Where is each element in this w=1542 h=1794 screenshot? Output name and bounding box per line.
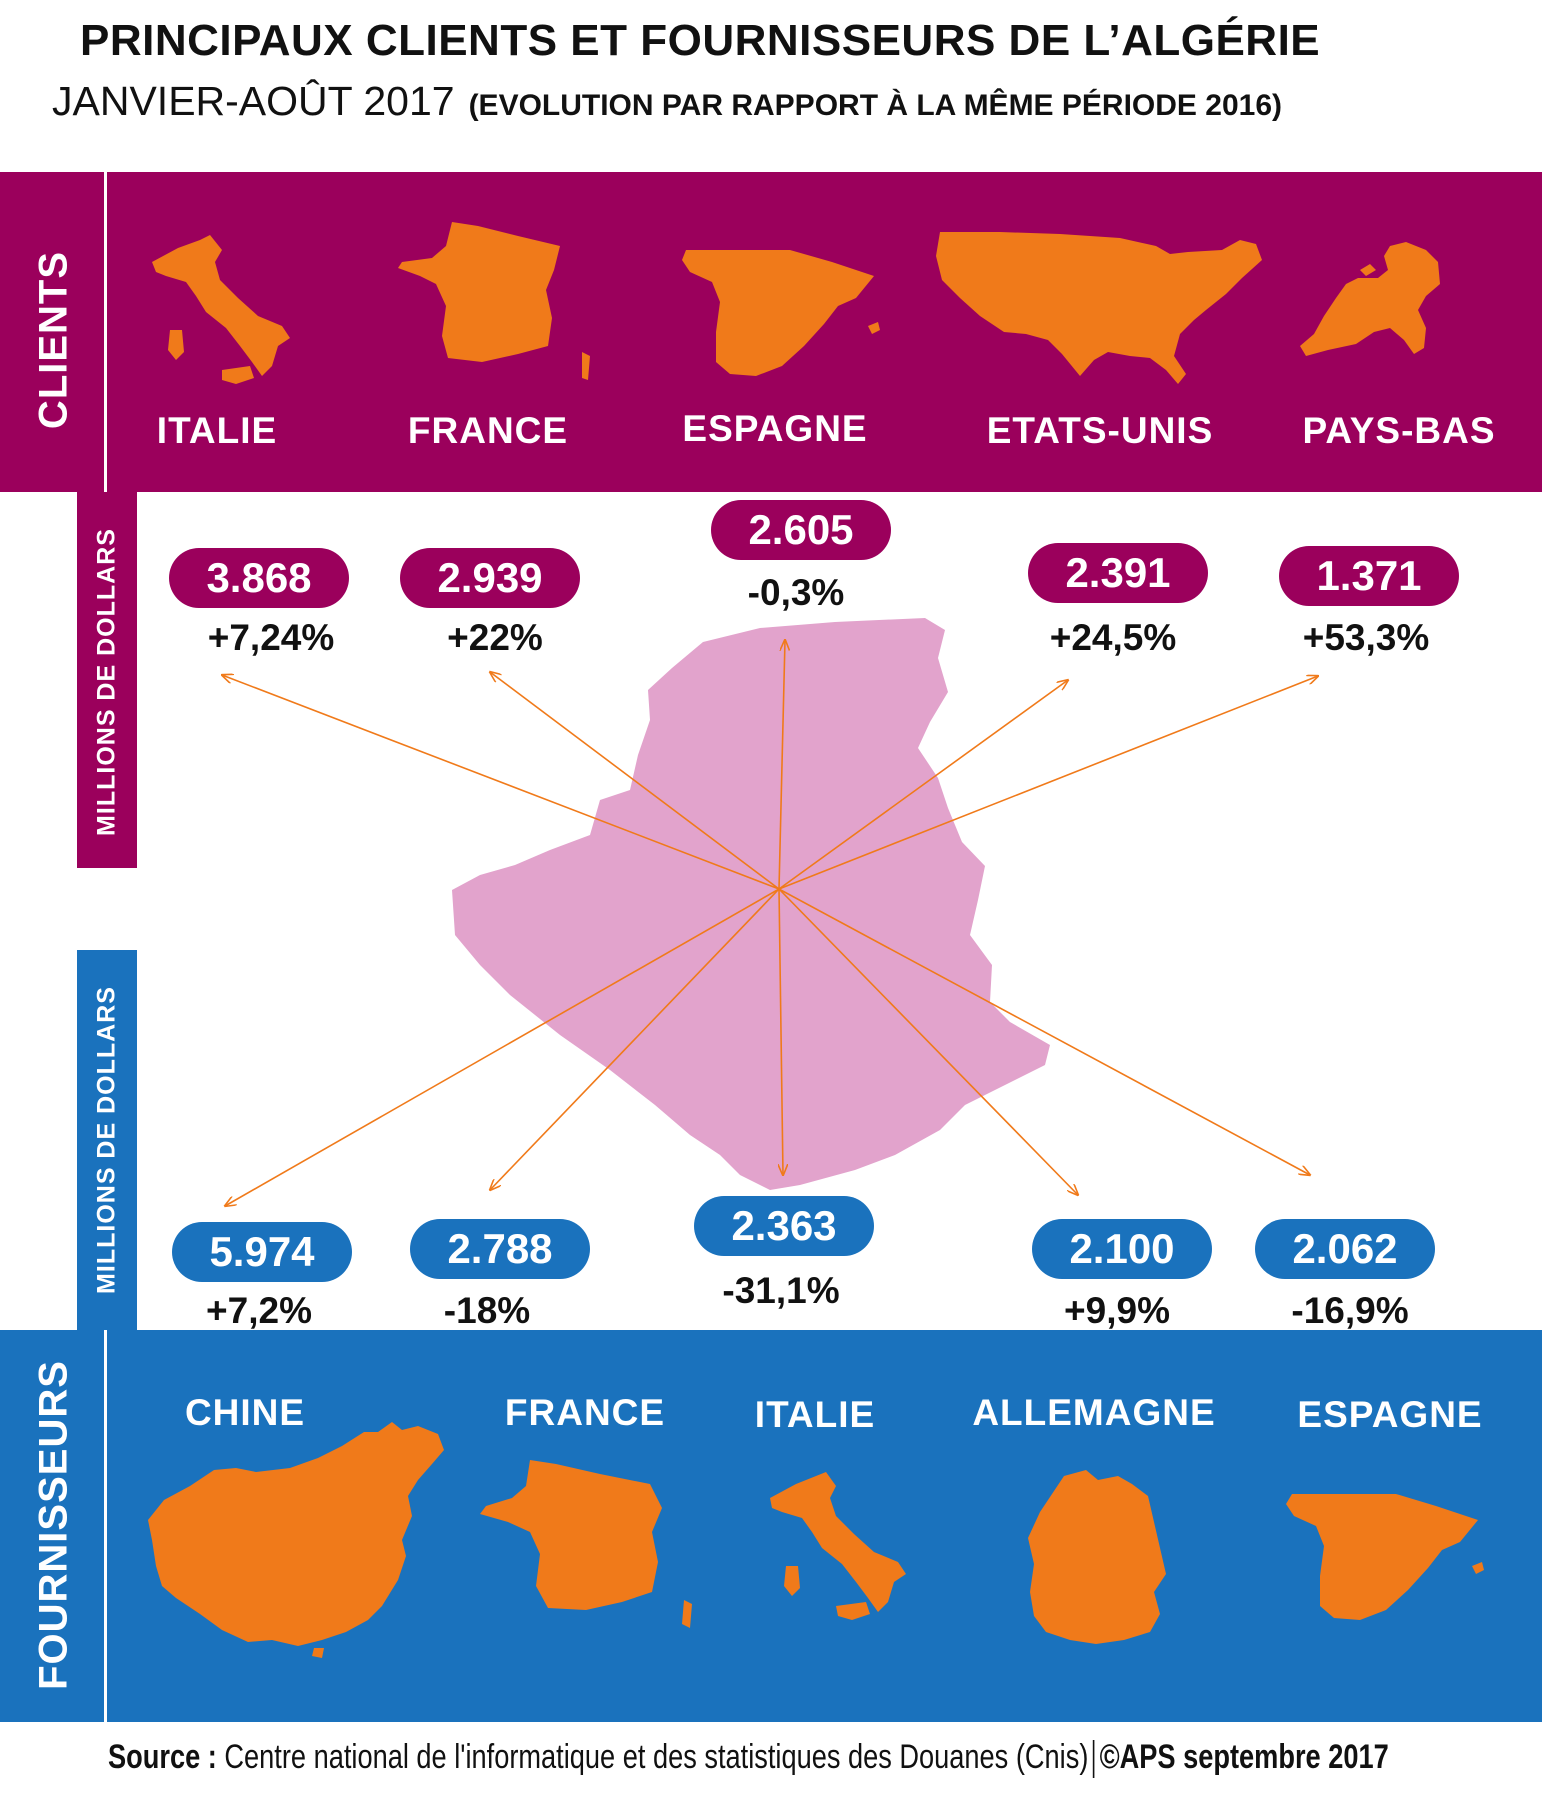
germany-map-icon — [1028, 1470, 1166, 1644]
clients-units-tab — [77, 492, 137, 868]
arrow-clients-espagne — [778, 640, 785, 890]
supplier-name-france: FRANCE — [504, 1392, 666, 1433]
source-label: Source : — [108, 1738, 217, 1776]
source-text: Centre national de l'informatique et des… — [224, 1738, 1089, 1776]
comparison-note: (EVOLUTION PAR RAPPORT À LA MÊME PÉRIODE… — [468, 89, 1282, 122]
footer-separator — [1093, 1740, 1095, 1779]
client-value-italie: 3.868 — [169, 548, 349, 608]
france-map-icon — [480, 1460, 692, 1628]
supplier-change-allemagne: +9,9% — [1064, 1290, 1170, 1331]
supplier-name-allemagne: ALLEMAGNE — [972, 1392, 1216, 1433]
spain-map-icon — [1286, 1494, 1484, 1620]
arrow-suppliers-espagne — [778, 888, 1310, 1175]
client-change-pays-bas: +53,3% — [1302, 617, 1430, 658]
clients-band-divider — [104, 172, 107, 492]
arrow-clients-etats-unis — [778, 680, 1068, 890]
suppliers-band-divider — [104, 1330, 107, 1722]
client-name-france: FRANCE — [407, 410, 569, 451]
client-value-espagne: 2.605 — [711, 500, 891, 560]
france-map-icon — [398, 222, 590, 380]
supplier-value-espagne: 2.062 — [1255, 1219, 1435, 1279]
netherlands-map-icon — [1300, 242, 1440, 356]
supplier-change-chine: +7,2% — [206, 1290, 312, 1331]
spain-map-icon — [682, 250, 880, 376]
client-name-pays-bas: PAYS-BAS — [1302, 410, 1496, 451]
italy-map-icon — [770, 1472, 906, 1620]
client-value-pays-bas: 1.371 — [1279, 546, 1459, 606]
client-name-italie: ITALIE — [156, 410, 278, 451]
arrow-clients-france — [490, 672, 780, 890]
algeria-map-icon — [452, 618, 1050, 1190]
trade-arrows — [222, 640, 1318, 1206]
client-value-etats-unis: 2.391 — [1028, 543, 1208, 603]
client-name-espagne: ESPAGNE — [682, 408, 868, 449]
arrow-suppliers-chine — [225, 888, 780, 1206]
supplier-name-espagne: ESPAGNE — [1297, 1394, 1483, 1435]
suppliers-units-tab — [77, 950, 137, 1330]
client-value-france: 2.939 — [400, 548, 580, 608]
arrow-suppliers-france — [490, 888, 780, 1190]
supplier-name-chine: CHINE — [184, 1392, 306, 1433]
supplier-value-italie: 2.363 — [694, 1196, 874, 1256]
client-change-etats-unis: +24,5% — [1049, 617, 1177, 658]
usa-map-icon — [936, 232, 1262, 384]
supplier-change-espagne: -16,9% — [1291, 1290, 1409, 1331]
china-map-icon — [148, 1422, 444, 1658]
client-name-etats-unis: ETATS-UNIS — [986, 410, 1214, 451]
client-change-france: +22% — [447, 617, 543, 658]
supplier-value-france: 2.788 — [410, 1219, 590, 1279]
infographic-subtitle: JANVIER-AOÛT 2017 (EVOLUTION PAR RAPPORT … — [52, 78, 1282, 125]
arrow-clients-italie — [222, 675, 780, 890]
arrow-suppliers-italie — [779, 888, 783, 1175]
client-change-italie: +7,24% — [207, 617, 335, 658]
supplier-change-france: -18% — [443, 1290, 531, 1331]
copyright-credit: ©APS septembre 2017 — [1099, 1738, 1389, 1776]
supplier-change-italie: -31,1% — [722, 1270, 840, 1311]
infographic-title: PRINCIPAUX CLIENTS ET FOURNISSEURS DE L’… — [80, 16, 1321, 65]
supplier-value-chine: 5.974 — [172, 1222, 352, 1282]
arrow-clients-pays-bas — [778, 676, 1318, 890]
client-change-espagne: -0,3% — [747, 572, 845, 613]
arrow-suppliers-allemagne — [778, 888, 1078, 1195]
italy-map-icon — [152, 235, 290, 384]
supplier-value-allemagne: 2.100 — [1032, 1219, 1212, 1279]
supplier-name-italie: ITALIE — [754, 1394, 876, 1435]
source-footer: Source : Centre national de l'informatiq… — [108, 1738, 1389, 1779]
period-label: JANVIER-AOÛT 2017 — [52, 78, 455, 124]
